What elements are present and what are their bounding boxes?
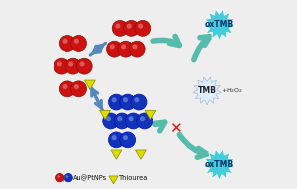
Circle shape [123,97,128,102]
Circle shape [66,175,68,178]
Circle shape [117,116,122,121]
Polygon shape [193,77,221,105]
Circle shape [108,94,124,110]
Text: ✕: ✕ [170,121,182,136]
Circle shape [110,44,115,50]
Text: +H$_2$O$_2$: +H$_2$O$_2$ [221,86,244,95]
Circle shape [112,135,117,140]
Polygon shape [203,9,235,41]
Circle shape [129,41,145,57]
Text: Au@PtNPs: Au@PtNPs [73,174,107,181]
Text: TMB: TMB [198,86,217,95]
Circle shape [138,24,143,29]
Text: oxTMB: oxTMB [205,160,234,169]
Circle shape [80,61,85,67]
Circle shape [56,174,64,182]
Circle shape [76,58,92,74]
Text: oxTMB: oxTMB [205,20,234,29]
Circle shape [108,132,124,148]
Circle shape [127,24,132,29]
Circle shape [112,97,117,102]
Polygon shape [109,176,118,184]
Polygon shape [145,110,156,120]
Circle shape [129,116,134,121]
Circle shape [62,84,67,89]
Polygon shape [135,150,146,159]
Circle shape [107,41,122,57]
Circle shape [140,116,145,121]
Circle shape [112,20,128,36]
Circle shape [118,41,134,57]
Polygon shape [84,80,95,89]
Circle shape [103,113,119,129]
Polygon shape [203,149,235,180]
Circle shape [59,81,75,97]
Circle shape [134,97,139,102]
Circle shape [59,36,75,51]
Circle shape [121,44,126,50]
Circle shape [74,39,79,44]
Circle shape [57,61,62,67]
Polygon shape [111,150,122,159]
Circle shape [71,81,86,97]
Circle shape [132,44,138,50]
Circle shape [114,113,130,129]
Circle shape [68,61,73,67]
Circle shape [71,36,86,51]
Circle shape [116,24,121,29]
Circle shape [137,113,153,129]
Circle shape [106,116,111,121]
Text: Thiourea: Thiourea [119,175,148,181]
Circle shape [131,94,147,110]
Circle shape [65,58,81,74]
Text: /: / [63,173,66,182]
Circle shape [57,175,60,178]
Circle shape [120,94,136,110]
Circle shape [62,39,67,44]
Circle shape [123,135,128,140]
Circle shape [74,84,79,89]
Circle shape [120,132,136,148]
Circle shape [54,58,69,74]
Circle shape [125,113,141,129]
Circle shape [135,20,151,36]
Polygon shape [99,110,110,120]
Circle shape [64,174,72,182]
Circle shape [124,20,139,36]
